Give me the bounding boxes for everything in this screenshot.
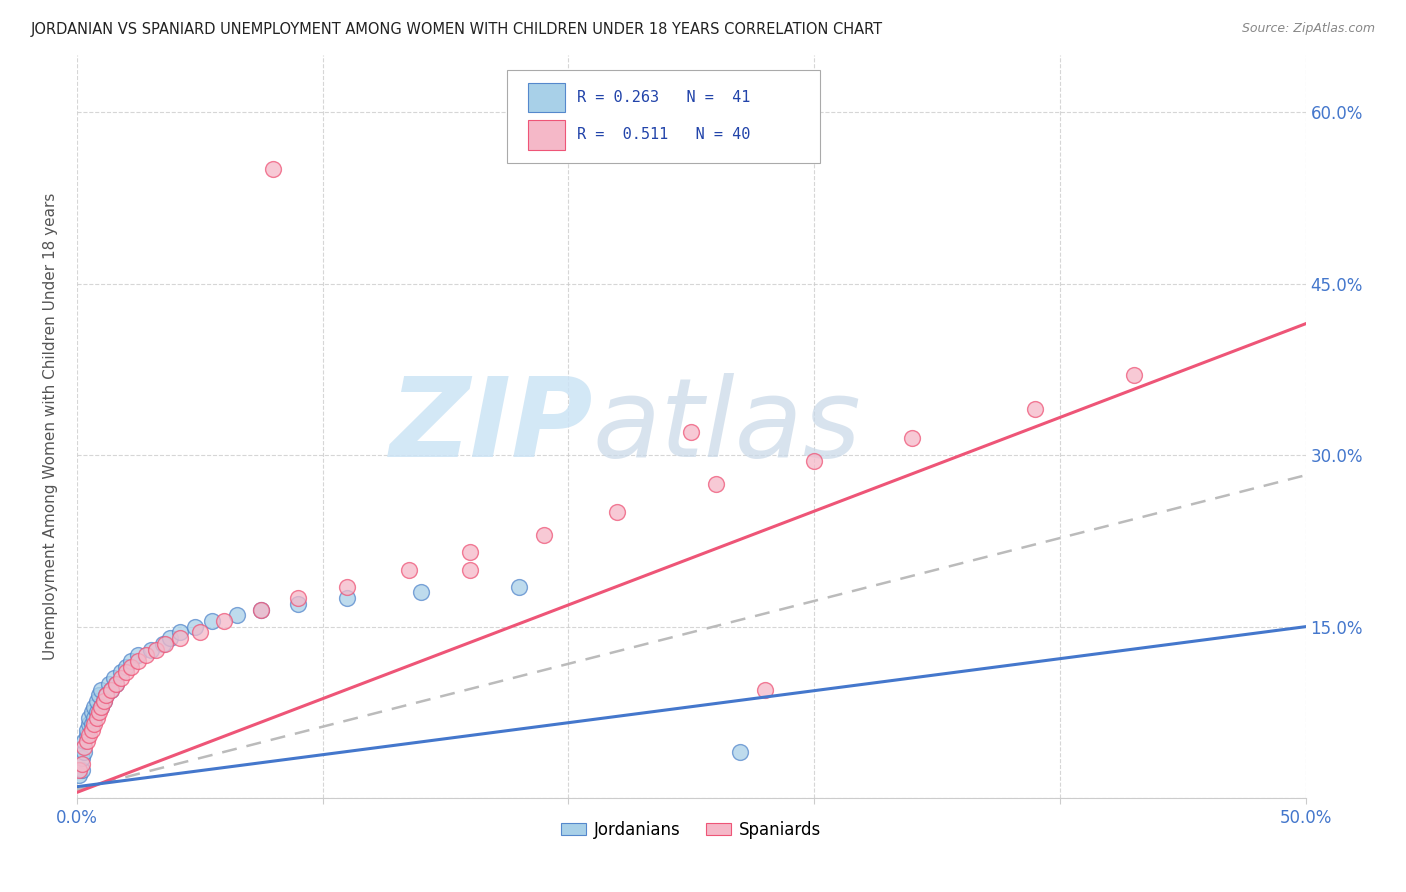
Point: [287, 597, 309, 611]
Point: [110, 665, 132, 680]
Point: [155, 637, 177, 651]
Point: [754, 682, 776, 697]
Point: [96, 688, 118, 702]
Point: [83, 711, 105, 725]
Point: [76, 728, 98, 742]
Point: [80, 716, 103, 731]
Point: [97, 677, 120, 691]
Point: [250, 602, 273, 616]
Point: [80, 723, 103, 737]
Point: [458, 562, 481, 576]
Point: [120, 654, 142, 668]
Point: [100, 682, 122, 697]
Point: [87, 688, 110, 702]
Point: [681, 425, 703, 440]
Text: ZIP: ZIP: [389, 373, 593, 480]
Point: [409, 585, 432, 599]
Point: [77, 716, 100, 731]
Point: [135, 648, 157, 663]
Point: [169, 631, 191, 645]
Point: [90, 699, 112, 714]
Legend: Jordanians, Spaniards: Jordanians, Spaniards: [554, 814, 828, 846]
Point: [83, 716, 105, 731]
Point: [70, 756, 93, 771]
Point: [87, 706, 110, 720]
Point: [77, 711, 100, 725]
Point: [73, 739, 96, 754]
Point: [606, 505, 628, 519]
Point: [86, 711, 108, 725]
Text: R =  0.511   N = 40: R = 0.511 N = 40: [576, 128, 751, 142]
Point: [152, 637, 174, 651]
Point: [336, 580, 359, 594]
Point: [70, 751, 93, 765]
Point: [93, 694, 115, 708]
FancyBboxPatch shape: [527, 83, 565, 112]
Point: [73, 746, 96, 760]
Point: [336, 591, 359, 606]
Point: [115, 659, 138, 673]
Point: [105, 677, 128, 691]
Point: [533, 528, 555, 542]
Point: [287, 591, 309, 606]
Point: [100, 682, 122, 697]
Point: [103, 671, 125, 685]
Point: [159, 631, 181, 645]
Point: [262, 162, 284, 177]
Point: [76, 723, 98, 737]
Point: [90, 682, 112, 697]
Point: [1122, 368, 1144, 383]
Point: [139, 642, 162, 657]
Point: [120, 659, 142, 673]
Text: R = 0.263   N =  41: R = 0.263 N = 41: [576, 90, 751, 105]
Point: [73, 734, 96, 748]
Point: [90, 699, 112, 714]
Point: [169, 625, 191, 640]
Point: [105, 677, 128, 691]
Point: [70, 763, 93, 777]
Point: [77, 728, 100, 742]
Point: [76, 734, 98, 748]
FancyBboxPatch shape: [527, 120, 565, 150]
Text: JORDANIAN VS SPANIARD UNEMPLOYMENT AMONG WOMEN WITH CHILDREN UNDER 18 YEARS CORR: JORDANIAN VS SPANIARD UNEMPLOYMENT AMONG…: [31, 22, 883, 37]
Point: [110, 671, 132, 685]
Point: [225, 608, 247, 623]
Point: [86, 694, 108, 708]
Point: [704, 476, 727, 491]
Point: [730, 746, 752, 760]
Point: [127, 654, 149, 668]
Point: [201, 614, 224, 628]
Point: [803, 454, 825, 468]
Point: [80, 706, 103, 720]
Point: [96, 688, 118, 702]
Point: [83, 699, 105, 714]
Point: [901, 431, 924, 445]
Point: [398, 562, 420, 576]
Point: [145, 642, 167, 657]
Y-axis label: Unemployment Among Women with Children Under 18 years: Unemployment Among Women with Children U…: [44, 193, 58, 660]
FancyBboxPatch shape: [508, 70, 820, 163]
Point: [508, 580, 530, 594]
Point: [86, 706, 108, 720]
Point: [250, 602, 273, 616]
Point: [127, 648, 149, 663]
Text: atlas: atlas: [593, 373, 862, 480]
Point: [188, 625, 211, 640]
Point: [93, 694, 115, 708]
Point: [115, 665, 138, 680]
Point: [67, 763, 90, 777]
Text: Source: ZipAtlas.com: Source: ZipAtlas.com: [1241, 22, 1375, 36]
Point: [458, 545, 481, 559]
Point: [67, 768, 90, 782]
Point: [184, 620, 207, 634]
Point: [214, 614, 236, 628]
Point: [1024, 402, 1046, 417]
